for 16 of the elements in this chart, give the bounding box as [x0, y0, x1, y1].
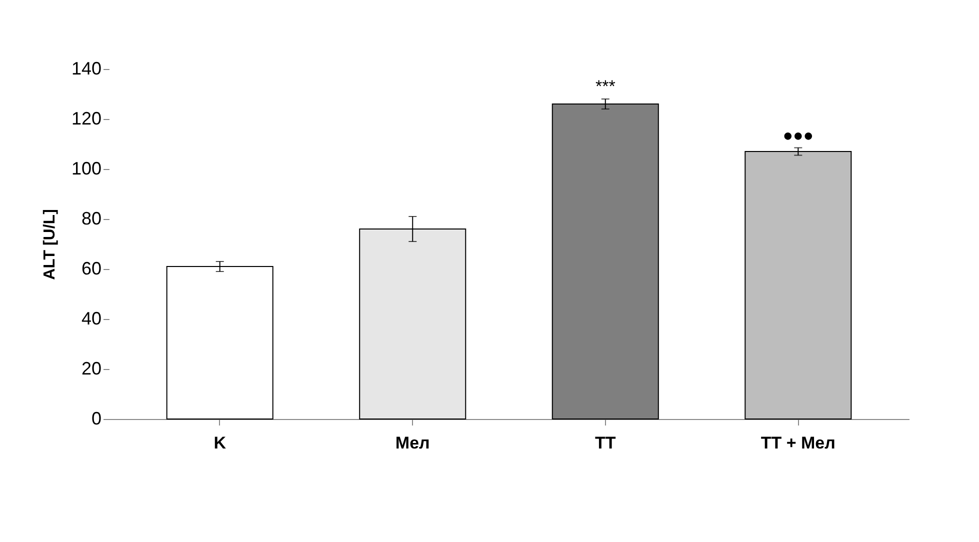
bar [744, 151, 852, 420]
x-tick-label: TT + Мел [760, 434, 836, 452]
y-tick-label: 40 [81, 308, 102, 328]
y-tick-label: 80 [81, 208, 102, 228]
y-tick-label: 0 [91, 408, 102, 428]
y-tick-label: 100 [71, 158, 102, 178]
x-tick-label: Мел [395, 434, 430, 452]
y-axis-title: ALT [U/L] [41, 209, 58, 280]
y-tick-label: 20 [81, 358, 102, 378]
x-tick-label: K [214, 434, 227, 452]
y-tick-label: 120 [71, 108, 102, 128]
y-tick-label: 140 [71, 58, 102, 78]
x-tick-label: TT [594, 434, 616, 452]
y-tick-label: 60 [81, 258, 102, 278]
annotation: ●●● [782, 126, 814, 145]
annotation: *** [595, 77, 616, 96]
